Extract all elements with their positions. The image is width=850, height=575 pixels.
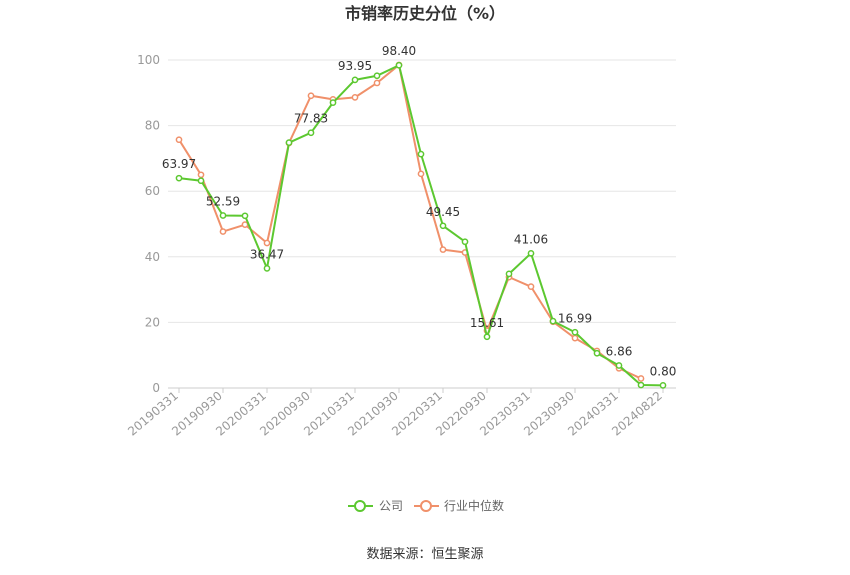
data-label: 63.97 <box>162 157 196 171</box>
point-company[interactable] <box>527 249 535 257</box>
y-tick-label: 100 <box>137 53 160 67</box>
data-label: 77.83 <box>294 112 328 126</box>
data-label: 15.61 <box>470 316 504 330</box>
data-label: 52.59 <box>206 195 240 209</box>
point-industry-median[interactable] <box>637 375 645 382</box>
point-industry-median[interactable] <box>571 334 579 342</box>
point-industry-median[interactable] <box>197 171 205 179</box>
point-company[interactable] <box>439 222 447 230</box>
point-company[interactable] <box>241 212 249 220</box>
point-company[interactable] <box>395 61 403 69</box>
legend-marker-industry-median <box>420 500 432 512</box>
series-line-company <box>178 64 664 387</box>
point-industry-median[interactable] <box>263 239 271 247</box>
chart-title: 市销率历史分位（%） <box>345 4 505 23</box>
y-tick-label: 40 <box>145 250 160 264</box>
x-axis: 2019033120190930202003312020093020210331… <box>125 387 676 439</box>
point-company[interactable] <box>593 349 601 357</box>
data-labels: 63.97 52.59 36.47 77.83 93.95 98.40 49.45 15.61… <box>162 44 677 378</box>
data-label: 41.06 <box>514 232 548 246</box>
data-label: 93.95 <box>338 59 372 73</box>
point-company[interactable] <box>461 238 469 246</box>
y-tick-label: 80 <box>145 119 160 133</box>
y-tick-label: 20 <box>145 315 160 329</box>
legend-item-industry-median[interactable]: 行业中位数 <box>414 498 504 513</box>
point-company[interactable] <box>351 76 359 84</box>
point-company[interactable] <box>373 72 381 80</box>
data-label: 0.80 <box>650 364 677 378</box>
data-label: 98.40 <box>382 44 416 58</box>
point-company[interactable] <box>285 139 293 147</box>
point-company[interactable] <box>549 317 557 325</box>
legend-marker-company <box>354 500 366 512</box>
point-company[interactable] <box>483 333 491 341</box>
point-company[interactable] <box>417 150 425 158</box>
point-company[interactable] <box>505 270 513 278</box>
point-company[interactable] <box>219 212 227 219</box>
series-layer <box>175 61 667 389</box>
point-company[interactable] <box>175 174 183 182</box>
y-axis: 0 20 40 60 80 100 <box>137 53 160 395</box>
series-line-industry-median <box>178 63 642 380</box>
legend-label-company: 公司 <box>379 499 403 513</box>
point-industry-median[interactable] <box>439 246 447 253</box>
point-industry-median[interactable] <box>307 92 315 100</box>
point-company[interactable] <box>263 265 271 272</box>
point-company[interactable] <box>329 99 337 106</box>
point-industry-median[interactable] <box>351 94 359 101</box>
point-industry-median[interactable] <box>417 170 425 178</box>
point-company[interactable] <box>571 328 579 336</box>
point-company[interactable] <box>197 177 205 185</box>
y-tick-label: 0 <box>152 381 160 395</box>
point-industry-median[interactable] <box>527 283 535 290</box>
legend: 公司 行业中位数 <box>348 498 504 513</box>
data-label: 49.45 <box>426 205 460 219</box>
point-industry-median[interactable] <box>219 228 227 235</box>
data-label: 36.47 <box>250 247 284 261</box>
legend-item-company[interactable]: 公司 <box>348 499 403 513</box>
data-label: 16.99 <box>558 311 592 325</box>
grid-lines <box>168 59 676 323</box>
point-company[interactable] <box>637 381 645 389</box>
legend-label-industry-median: 行业中位数 <box>444 498 504 513</box>
point-industry-median[interactable] <box>241 221 249 229</box>
y-tick-label: 60 <box>145 184 160 198</box>
point-company[interactable] <box>615 362 623 369</box>
point-industry-median[interactable] <box>175 136 183 144</box>
point-industry-median[interactable] <box>373 79 381 87</box>
point-company[interactable] <box>307 129 315 137</box>
data-label: 6.86 <box>606 344 633 358</box>
point-company[interactable] <box>659 382 667 389</box>
data-source: 数据来源：恒生聚源 <box>366 547 483 562</box>
